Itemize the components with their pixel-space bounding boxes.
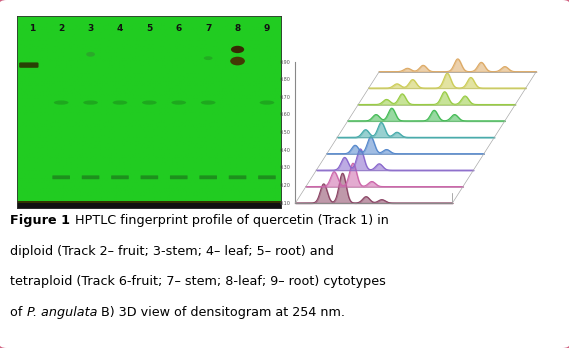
FancyBboxPatch shape: [19, 62, 39, 68]
Text: Figure 1: Figure 1: [10, 214, 75, 227]
FancyBboxPatch shape: [141, 175, 158, 179]
Text: 0.60: 0.60: [279, 112, 290, 117]
Text: 8: 8: [234, 24, 241, 33]
Ellipse shape: [171, 101, 186, 105]
Ellipse shape: [54, 101, 68, 105]
Text: 9: 9: [264, 24, 270, 33]
FancyBboxPatch shape: [229, 175, 246, 179]
Text: 0.30: 0.30: [279, 165, 290, 170]
Ellipse shape: [86, 52, 95, 57]
Text: 0.50: 0.50: [279, 130, 290, 135]
FancyBboxPatch shape: [111, 175, 129, 179]
Text: diploid (Track 2– fruit; 3-stem; 4– leaf; 5– root) and: diploid (Track 2– fruit; 3-stem; 4– leaf…: [10, 245, 334, 258]
Ellipse shape: [230, 57, 245, 65]
Text: 3: 3: [88, 24, 94, 33]
Text: 2: 2: [58, 24, 64, 33]
Text: HPTLC fingerprint profile of quercetin (Track 1) in: HPTLC fingerprint profile of quercetin (…: [75, 214, 389, 227]
Text: 0.20: 0.20: [279, 183, 290, 188]
Bar: [17, 202, 282, 209]
Text: of: of: [10, 306, 27, 319]
Text: 0.10: 0.10: [279, 200, 290, 206]
Text: 0.70: 0.70: [279, 95, 290, 100]
Ellipse shape: [113, 101, 127, 105]
Ellipse shape: [259, 101, 274, 105]
FancyBboxPatch shape: [82, 175, 100, 179]
FancyBboxPatch shape: [258, 175, 276, 179]
Text: B) 3D view of densitogram at 254 nm.: B) 3D view of densitogram at 254 nm.: [97, 306, 345, 319]
FancyBboxPatch shape: [52, 175, 70, 179]
Text: tetraploid (Track 6-fruit; 7– stem; 8-leaf; 9– root) cytotypes: tetraploid (Track 6-fruit; 7– stem; 8-le…: [10, 275, 386, 288]
FancyBboxPatch shape: [170, 175, 188, 179]
Text: 7: 7: [205, 24, 211, 33]
Text: 0.90: 0.90: [279, 60, 290, 64]
FancyBboxPatch shape: [199, 175, 217, 179]
Ellipse shape: [204, 56, 213, 60]
Bar: [17, 201, 282, 203]
Text: 1: 1: [28, 24, 35, 33]
Ellipse shape: [142, 101, 156, 105]
Ellipse shape: [83, 101, 98, 105]
Text: 0.40: 0.40: [279, 148, 290, 153]
Text: 0.80: 0.80: [279, 77, 290, 82]
Ellipse shape: [201, 101, 216, 105]
Text: P. angulata: P. angulata: [27, 306, 97, 319]
Text: 4: 4: [117, 24, 123, 33]
Ellipse shape: [231, 46, 244, 53]
Text: 5: 5: [146, 24, 152, 33]
Text: 6: 6: [176, 24, 182, 33]
